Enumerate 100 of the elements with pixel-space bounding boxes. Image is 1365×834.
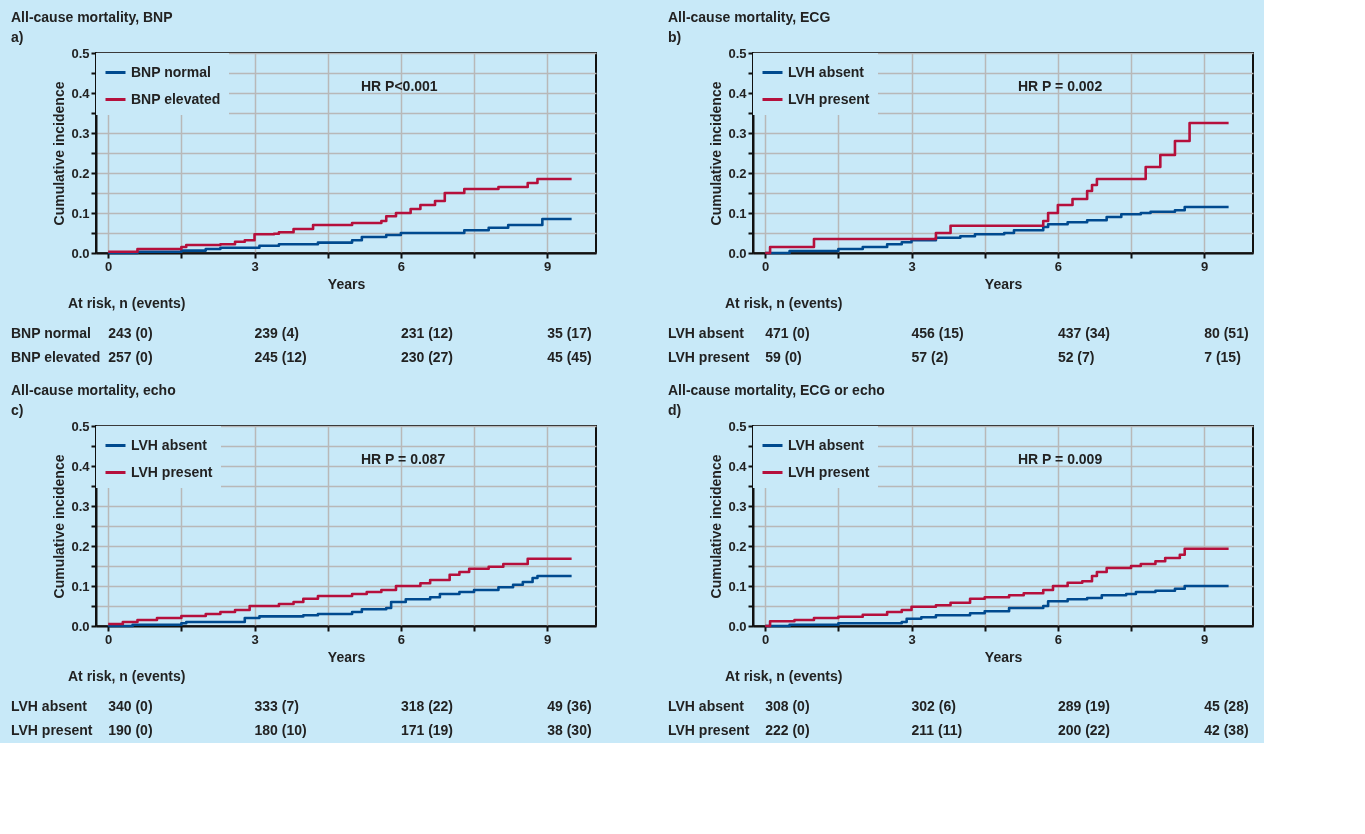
x-tick-label: 6 <box>1054 258 1062 274</box>
text: 245 (12) <box>254 349 307 365</box>
x-tick-label: 9 <box>1201 631 1209 647</box>
text: LVH present <box>668 722 750 738</box>
y-tick-label: 0.0 <box>728 245 747 261</box>
y-tick-label: 0.1 <box>728 205 747 221</box>
legend-label: LVH present <box>131 463 213 480</box>
x-tick-label: 3 <box>908 631 916 647</box>
text: 57 (2) <box>911 349 949 365</box>
x-tick-label: 3 <box>251 631 259 647</box>
y-axis-title: Cumulative incidence <box>51 81 68 226</box>
text: BNP elevated <box>11 349 101 365</box>
y-tick-label: 0.4 <box>71 458 91 474</box>
x-tick-label: 9 <box>544 631 552 647</box>
x-tick-label: 3 <box>251 258 259 274</box>
text: 38 (30) <box>547 722 592 738</box>
text: 318 (22) <box>400 698 454 714</box>
text: At risk, n (events) <box>725 295 843 311</box>
y-tick-label: 0.2 <box>71 165 90 181</box>
y-tick-label: 0.3 <box>728 125 747 141</box>
text: 302 (6) <box>911 698 956 714</box>
text: 80 (51) <box>1204 325 1249 341</box>
text: 243 (0) <box>108 325 153 341</box>
text: LVH absent <box>668 325 745 341</box>
chart-title: All-cause mortality, ECG <box>668 9 831 25</box>
x-axis-title: Years <box>984 648 1023 665</box>
text: b) <box>668 29 682 45</box>
text: 333 (7) <box>254 698 299 714</box>
text: 49 (36) <box>547 698 592 714</box>
y-tick-label: 0.5 <box>728 45 747 61</box>
text: 289 (19) <box>1057 698 1111 714</box>
annotation: HR P<0.001 <box>361 78 438 94</box>
text: LVH absent <box>668 698 745 714</box>
y-tick-label: 0.5 <box>728 418 747 434</box>
chart-title: All-cause mortality, echo <box>11 382 176 398</box>
text: At risk, n (events) <box>725 668 843 684</box>
text: 190 (0) <box>108 722 153 738</box>
y-tick-label: 0.3 <box>71 125 90 141</box>
y-tick-label: 0.3 <box>728 498 747 514</box>
text: 171 (19) <box>400 722 454 738</box>
legend-label: LVH absent <box>788 436 865 453</box>
y-tick-label: 0.0 <box>71 618 90 634</box>
y-axis-title: Cumulative incidence <box>51 454 68 599</box>
x-tick-label: 6 <box>1054 631 1062 647</box>
text: At risk, n (events) <box>68 668 186 684</box>
x-tick-label: 6 <box>397 258 405 274</box>
text: 7 (15) <box>1204 349 1241 365</box>
y-tick-label: 0.2 <box>71 538 90 554</box>
y-tick-label: 0.1 <box>728 578 747 594</box>
text: 59 (0) <box>765 349 802 365</box>
x-tick-label: 0 <box>105 631 113 647</box>
text: 35 (17) <box>547 325 592 341</box>
x-axis-title: Years <box>327 275 366 292</box>
legend-label: LVH absent <box>788 63 865 80</box>
text: 52 (7) <box>1057 349 1095 365</box>
chart-title: All-cause mortality, BNP <box>11 9 173 25</box>
text: 257 (0) <box>108 349 153 365</box>
legend-label: LVH absent <box>131 436 208 453</box>
y-tick-label: 0.2 <box>728 538 747 554</box>
y-tick-label: 0.2 <box>728 165 747 181</box>
text: 456 (15) <box>911 325 964 341</box>
text: 222 (0) <box>765 722 810 738</box>
text: d) <box>668 402 682 418</box>
text: BNP normal <box>11 325 91 341</box>
y-tick-label: 0.4 <box>728 458 748 474</box>
y-tick-label: 0.4 <box>728 85 748 101</box>
annotation: HR P = 0.087 <box>361 451 446 467</box>
text: 200 (22) <box>1057 722 1111 738</box>
x-tick-label: 9 <box>544 258 552 274</box>
y-tick-label: 0.3 <box>71 498 90 514</box>
annotation: HR P = 0.009 <box>1018 451 1103 467</box>
text: 308 (0) <box>765 698 810 714</box>
x-axis-title: Years <box>984 275 1023 292</box>
text: 42 (38) <box>1204 722 1249 738</box>
text: LVH present <box>668 349 750 365</box>
legend-label: BNP elevated <box>131 90 221 107</box>
y-tick-label: 0.4 <box>71 85 91 101</box>
text: LVH absent <box>11 698 88 714</box>
text: 340 (0) <box>108 698 153 714</box>
x-tick-label: 6 <box>397 631 405 647</box>
y-axis-title: Cumulative incidence <box>708 454 725 599</box>
text: 437 (34) <box>1057 325 1111 341</box>
y-tick-label: 0.0 <box>71 245 90 261</box>
text: 471 (0) <box>765 325 810 341</box>
x-axis-title: Years <box>327 648 366 665</box>
y-axis-title: Cumulative incidence <box>708 81 725 226</box>
x-tick-label: 0 <box>762 258 770 274</box>
text: 230 (27) <box>400 349 454 365</box>
legend-label: LVH present <box>788 90 870 107</box>
text: At risk, n (events) <box>68 295 186 311</box>
y-tick-label: 0.5 <box>71 45 90 61</box>
text: 239 (4) <box>254 325 299 341</box>
y-tick-label: 0.0 <box>728 618 747 634</box>
y-tick-label: 0.1 <box>71 205 90 221</box>
x-tick-label: 0 <box>762 631 770 647</box>
legend-label: BNP normal <box>131 63 211 80</box>
y-tick-label: 0.5 <box>71 418 90 434</box>
text: 45 (45) <box>547 349 592 365</box>
text: 211 (11) <box>911 722 963 738</box>
chart-title: All-cause mortality, ECG or echo <box>668 382 885 398</box>
